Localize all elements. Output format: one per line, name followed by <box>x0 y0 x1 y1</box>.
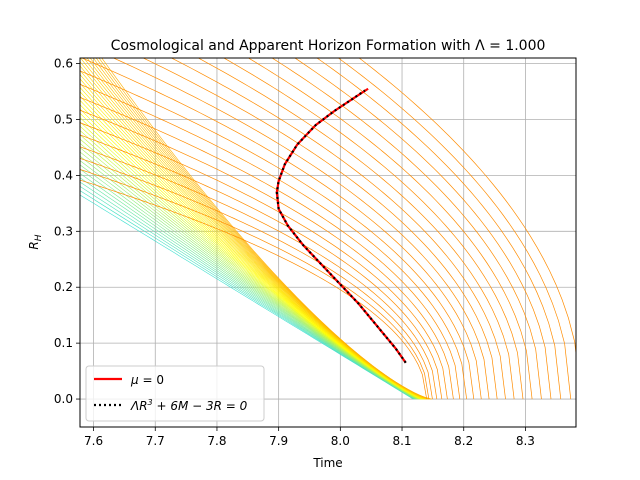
horizon-curve <box>80 138 420 400</box>
x-tick-label: 7.7 <box>146 434 165 448</box>
horizon-curve-outer <box>358 58 576 358</box>
x-tick-label: 7.8 <box>207 434 226 448</box>
plot-frame <box>79 57 577 428</box>
y-tick-label: 0.1 <box>54 336 73 350</box>
y-tick-label: 0.6 <box>54 57 73 71</box>
horizon-curve-outer <box>316 58 562 400</box>
y-tick-label: 0.5 <box>54 113 73 127</box>
horizon-curve-outer <box>80 169 430 400</box>
series-line-lambda <box>275 89 407 364</box>
horizon-curve <box>80 177 416 400</box>
horizon-curve-outer <box>80 179 428 400</box>
y-tick-label: 0.3 <box>54 224 73 238</box>
x-axis-label: Time <box>312 456 342 470</box>
horizon-curve-outer <box>112 58 490 400</box>
horizon-curve-outer <box>80 122 448 400</box>
legend: μ = 0 ΛR3 + 6M − 3R = 0 <box>85 365 265 422</box>
legend-lambda-part2: + 6M − 3R = 0 <box>153 399 248 413</box>
horizon-curve <box>80 78 427 400</box>
horizon-curve-outer <box>80 146 438 400</box>
horizon-curve-outer <box>197 58 515 400</box>
horizon-curve-outer <box>80 157 433 400</box>
horizon-curve <box>83 58 429 400</box>
x-tick-label: 8.3 <box>516 434 535 448</box>
horizon-curve-outer <box>80 83 467 400</box>
horizon-curve-outer <box>142 58 498 400</box>
legend-lambda-exp: 3 <box>148 398 153 407</box>
horizon-curve <box>80 74 427 400</box>
horizon-curve-outer <box>80 97 461 400</box>
horizon-curve-outer <box>80 134 443 400</box>
x-tick-label: 8.0 <box>331 434 350 448</box>
horizon-curve <box>80 143 419 400</box>
horizon-curve <box>80 91 425 400</box>
horizon-curve <box>80 194 414 400</box>
horizon-curve-outer <box>337 58 572 400</box>
x-tick-label: 7.9 <box>269 434 288 448</box>
y-tick-label: 0.4 <box>54 168 73 182</box>
chart-title: Cosmological and Apparent Horizon Format… <box>111 38 546 54</box>
horizon-curve-outer <box>223 58 524 400</box>
legend-mu-eq: = 0 <box>139 373 164 387</box>
horizon-curve-outer <box>170 58 506 400</box>
horizon-curve <box>89 58 430 400</box>
legend-lambda-part1: ΛR <box>130 399 148 413</box>
horizon-curve-family <box>80 58 576 400</box>
y-tick-label: 0.2 <box>54 280 73 294</box>
legend-mu-symbol: μ <box>130 373 139 387</box>
x-tick-label: 8.2 <box>454 434 473 448</box>
horizon-curve <box>80 95 425 400</box>
y-axis-label: RH <box>27 234 44 249</box>
horizon-curve-outer <box>271 58 542 400</box>
horizon-curve <box>101 58 432 400</box>
series-lines <box>275 87 407 364</box>
x-tick-label: 8.1 <box>392 434 411 448</box>
horizon-curve-outer <box>80 109 454 400</box>
horizon-curve-outer <box>81 58 482 400</box>
y-axis-ticks: 0.0 0.1 0.2 0.3 0.4 0.5 0.6 <box>54 57 80 406</box>
horizon-curve <box>80 186 415 400</box>
horizon-curve-outer <box>80 70 475 400</box>
horizon-curve <box>98 58 432 400</box>
horizon-curve-outer <box>247 58 533 400</box>
legend-box <box>85 365 265 422</box>
x-axis-ticks: 7.6 7.7 7.8 7.9 8.0 8.1 8.2 8.3 <box>84 427 535 448</box>
legend-label-mu: μ = 0 <box>130 373 164 387</box>
y-tick-label: 0.0 <box>54 392 73 406</box>
legend-label-lambda: ΛR3 + 6M − 3R = 0 <box>130 398 248 413</box>
x-tick-label: 7.6 <box>84 434 103 448</box>
horizon-curve-outer <box>294 58 552 400</box>
horizon-curve <box>80 181 415 400</box>
horizon-curve <box>80 190 414 400</box>
horizon-curve <box>92 58 431 400</box>
